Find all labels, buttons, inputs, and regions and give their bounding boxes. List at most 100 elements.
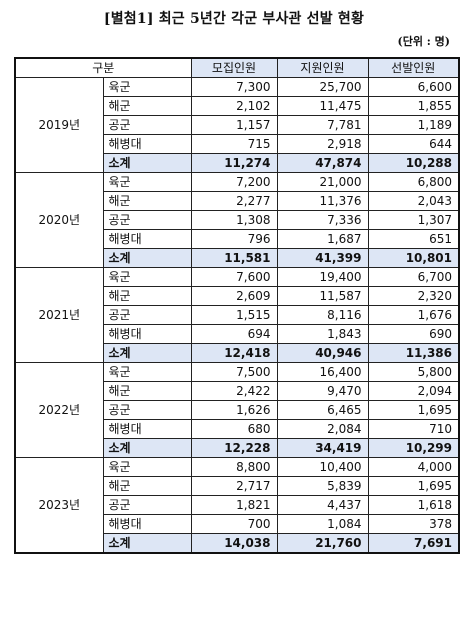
branch-cell: 소계 — [102, 343, 192, 363]
recruit-cell: 680 — [190, 419, 278, 439]
apply-cell: 10,400 — [276, 457, 369, 477]
header-category: 구분 — [14, 57, 192, 78]
branch-cell: 소계 — [102, 153, 192, 173]
year-cell: 2022년 — [14, 362, 104, 458]
select-cell: 1,695 — [367, 400, 460, 420]
recruit-cell: 12,228 — [190, 438, 278, 458]
recruit-cell: 694 — [190, 324, 278, 344]
header-recruit: 모집인원 — [190, 57, 278, 78]
apply-cell: 5,839 — [276, 476, 369, 496]
recruit-cell: 12,418 — [190, 343, 278, 363]
header-apply: 지원인원 — [276, 57, 369, 78]
branch-cell: 공군 — [102, 400, 192, 420]
recruit-cell: 2,102 — [190, 96, 278, 116]
select-cell: 2,043 — [367, 191, 460, 211]
apply-cell: 47,874 — [276, 153, 369, 173]
select-cell: 710 — [367, 419, 460, 439]
branch-cell: 해병대 — [102, 324, 192, 344]
recruit-cell: 796 — [190, 229, 278, 249]
recruit-cell: 1,157 — [190, 115, 278, 135]
branch-cell: 해군 — [102, 381, 192, 401]
recruit-cell: 11,581 — [190, 248, 278, 268]
table-row: 2021년 육군 7,600 19,400 6,700 — [14, 267, 460, 363]
subtotal-row: 소계 14,038 21,760 7,691 — [15, 533, 460, 554]
select-cell: 1,676 — [367, 305, 460, 325]
table-header-row: 구분 모집인원 지원인원 선발인원 — [14, 57, 460, 78]
select-cell: 1,189 — [367, 115, 460, 135]
recruit-cell: 14,038 — [190, 533, 278, 554]
recruit-cell: 1,308 — [190, 210, 278, 230]
apply-cell: 16,400 — [276, 362, 369, 382]
select-cell: 690 — [367, 324, 460, 344]
subtotal-row: 소계 11,581 41,399 10,801 — [15, 248, 460, 268]
select-cell: 1,855 — [367, 96, 460, 116]
apply-cell: 40,946 — [276, 343, 369, 363]
apply-cell: 1,084 — [276, 514, 369, 534]
recruit-cell: 2,609 — [190, 286, 278, 306]
apply-cell: 41,399 — [276, 248, 369, 268]
branch-cell: 공군 — [102, 115, 192, 135]
table-row: 2023년 육군 8,800 10,400 4,000 — [14, 457, 460, 554]
branch-cell: 육군 — [102, 362, 192, 382]
subtotal-row: 소계 11,274 47,874 10,288 — [15, 153, 460, 173]
recruit-cell: 700 — [190, 514, 278, 534]
select-cell: 1,307 — [367, 210, 460, 230]
year-cell: 2023년 — [14, 457, 104, 554]
apply-cell: 2,918 — [276, 134, 369, 154]
apply-cell: 11,376 — [276, 191, 369, 211]
select-cell: 5,800 — [367, 362, 460, 382]
branch-cell: 육군 — [102, 457, 192, 477]
apply-cell: 34,419 — [276, 438, 369, 458]
apply-cell: 19,400 — [276, 267, 369, 287]
branch-cell: 해병대 — [102, 134, 192, 154]
select-cell: 644 — [367, 134, 460, 154]
select-cell: 6,600 — [367, 77, 460, 97]
apply-cell: 7,336 — [276, 210, 369, 230]
apply-cell: 11,475 — [276, 96, 369, 116]
table-row: 공군 1,821 4,437 1,618 — [15, 495, 460, 515]
subtotal-row: 소계 12,418 40,946 11,386 — [15, 343, 460, 363]
select-cell: 10,288 — [367, 153, 460, 173]
apply-cell: 25,700 — [276, 77, 369, 97]
select-cell: 10,801 — [367, 248, 460, 268]
branch-cell: 해병대 — [102, 514, 192, 534]
unit-label: (단위 : 명) — [397, 35, 451, 48]
select-cell: 7,691 — [367, 533, 460, 554]
apply-cell: 6,465 — [276, 400, 369, 420]
branch-cell: 공군 — [102, 305, 192, 325]
branch-cell: 육군 — [102, 77, 192, 97]
apply-cell: 9,470 — [276, 381, 369, 401]
apply-cell: 11,587 — [276, 286, 369, 306]
document-title: [별첨1] 최근 5년간 각군 부사관 선발 현황 — [103, 11, 365, 27]
select-cell: 11,386 — [367, 343, 460, 363]
select-cell: 1,618 — [367, 495, 460, 515]
recruitment-table: 구분 모집인원 지원인원 선발인원 2019년 육군 7,300 25,700 6,60… — [14, 57, 460, 554]
table-row: 2020년 육군 7,200 21,000 6,800 — [14, 172, 460, 268]
recruit-cell: 7,200 — [190, 172, 278, 192]
select-cell: 378 — [367, 514, 460, 534]
branch-cell: 육군 — [102, 267, 192, 287]
branch-cell: 해군 — [102, 191, 192, 211]
apply-cell: 4,437 — [276, 495, 369, 515]
table-row: 해군 2,422 9,470 2,094 — [15, 381, 460, 401]
branch-cell: 해군 — [102, 96, 192, 116]
select-cell: 1,695 — [367, 476, 460, 496]
select-cell: 6,700 — [367, 267, 460, 287]
recruit-cell: 1,821 — [190, 495, 278, 515]
apply-cell: 8,116 — [276, 305, 369, 325]
branch-cell: 소계 — [102, 248, 192, 268]
select-cell: 6,800 — [367, 172, 460, 192]
year-cell: 2020년 — [14, 172, 104, 268]
recruit-cell: 2,717 — [190, 476, 278, 496]
select-cell: 651 — [367, 229, 460, 249]
recruit-cell: 8,800 — [190, 457, 278, 477]
recruit-cell: 1,626 — [190, 400, 278, 420]
select-cell: 2,320 — [367, 286, 460, 306]
branch-cell: 해군 — [102, 476, 192, 496]
branch-cell: 해병대 — [102, 419, 192, 439]
apply-cell: 21,760 — [276, 533, 369, 554]
recruit-cell: 1,515 — [190, 305, 278, 325]
table-row: 해군 2,277 11,376 2,043 — [15, 191, 460, 211]
recruit-cell: 715 — [190, 134, 278, 154]
table-row: 해병대 715 2,918 644 — [15, 134, 460, 154]
